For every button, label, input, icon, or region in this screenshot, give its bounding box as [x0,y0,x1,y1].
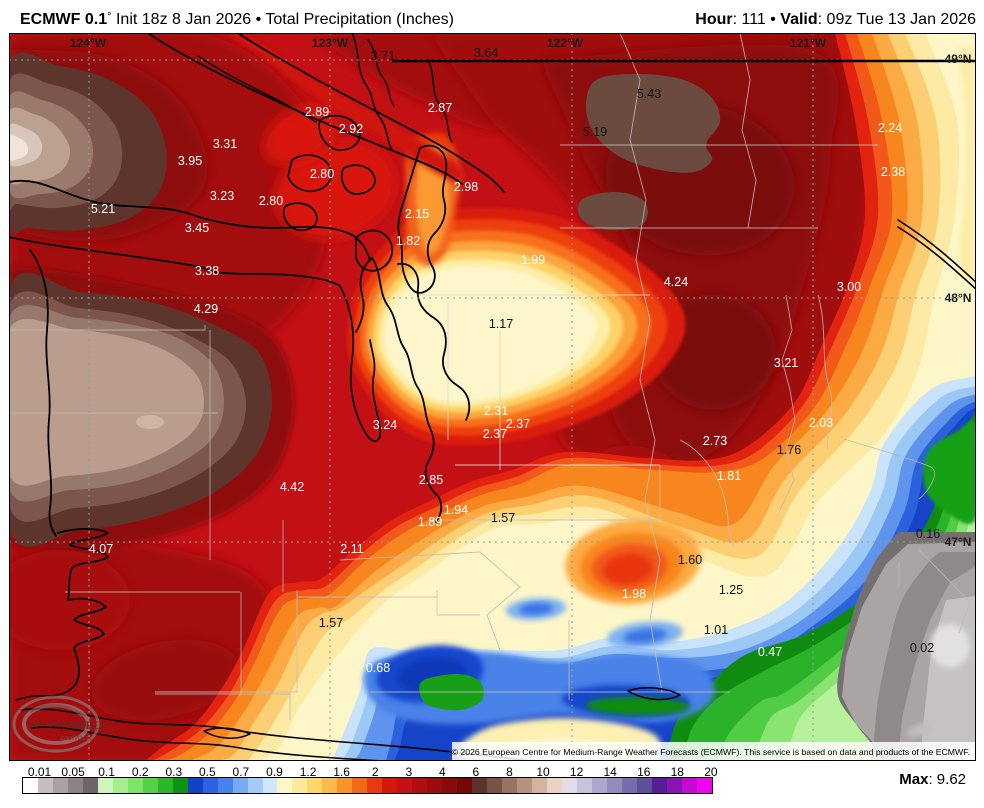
svg-text:© 2026 European Centre for Med: © 2026 European Centre for Medium-Range … [452,747,970,757]
svg-text:2.37: 2.37 [506,417,530,431]
svg-text:1.81: 1.81 [717,469,741,483]
svg-text:0.68: 0.68 [366,661,390,675]
svg-text:3.71: 3.71 [371,49,395,63]
svg-text:122°W: 122°W [547,36,584,50]
svg-text:2.89: 2.89 [305,105,329,119]
svg-text:1.76: 1.76 [777,443,801,457]
svg-text:WEATHERBELL: WEATHERBELL [28,718,109,732]
svg-text:2.15: 2.15 [405,207,429,221]
svg-text:4.24: 4.24 [664,275,688,289]
svg-text:3.24: 3.24 [373,418,397,432]
svg-text:1.01: 1.01 [704,623,728,637]
svg-text:1.94: 1.94 [444,503,468,517]
svg-text:2.31: 2.31 [484,404,508,418]
svg-text:0.47: 0.47 [758,645,782,659]
svg-text:1.25: 1.25 [719,583,743,597]
svg-text:1.57: 1.57 [491,511,515,525]
svg-text:1.17: 1.17 [489,317,513,331]
svg-text:2.98: 2.98 [454,180,478,194]
svg-text:3.00: 3.00 [837,280,861,294]
svg-text:3.31: 3.31 [213,137,237,151]
svg-text:4.42: 4.42 [280,480,304,494]
svg-text:4.07: 4.07 [89,542,113,556]
svg-text:2.73: 2.73 [703,434,727,448]
svg-text:2.03: 2.03 [809,416,833,430]
svg-text:0.16: 0.16 [916,527,940,541]
svg-text:analytics: analytics [60,733,89,742]
svg-text:1.57: 1.57 [319,616,343,630]
svg-text:2.92: 2.92 [339,122,363,136]
svg-text:1.89: 1.89 [418,515,442,529]
svg-text:3.64: 3.64 [474,46,498,60]
svg-text:49°N: 49°N [945,52,972,66]
svg-text:3.95: 3.95 [178,154,202,168]
svg-text:1.98: 1.98 [622,587,646,601]
svg-text:2.11: 2.11 [340,542,363,556]
svg-text:0.02: 0.02 [910,641,934,655]
svg-text:2.37: 2.37 [483,427,507,441]
svg-text:5.21: 5.21 [91,202,115,216]
svg-text:3.45: 3.45 [185,221,209,235]
svg-text:2.24: 2.24 [878,121,902,135]
svg-text:3.38: 3.38 [195,264,219,278]
svg-text:2.80: 2.80 [310,167,334,181]
svg-text:1.99: 1.99 [521,253,545,267]
svg-text:1.82: 1.82 [396,234,420,248]
svg-text:123°W: 123°W [312,36,349,50]
svg-text:5.43: 5.43 [637,87,661,101]
svg-text:124°W: 124°W [70,36,107,50]
svg-text:2.87: 2.87 [428,101,452,115]
svg-text:47°N: 47°N [945,535,972,549]
svg-text:2.80: 2.80 [259,194,283,208]
svg-text:48°N: 48°N [945,291,972,305]
svg-text:121°W: 121°W [790,36,827,50]
svg-text:1.60: 1.60 [678,553,702,567]
svg-text:3.21: 3.21 [774,356,798,370]
svg-text:5.19: 5.19 [583,125,607,139]
svg-text:2.38: 2.38 [881,165,905,179]
svg-text:2.85: 2.85 [419,473,443,487]
svg-text:4.29: 4.29 [194,302,218,316]
svg-text:3.23: 3.23 [210,189,234,203]
